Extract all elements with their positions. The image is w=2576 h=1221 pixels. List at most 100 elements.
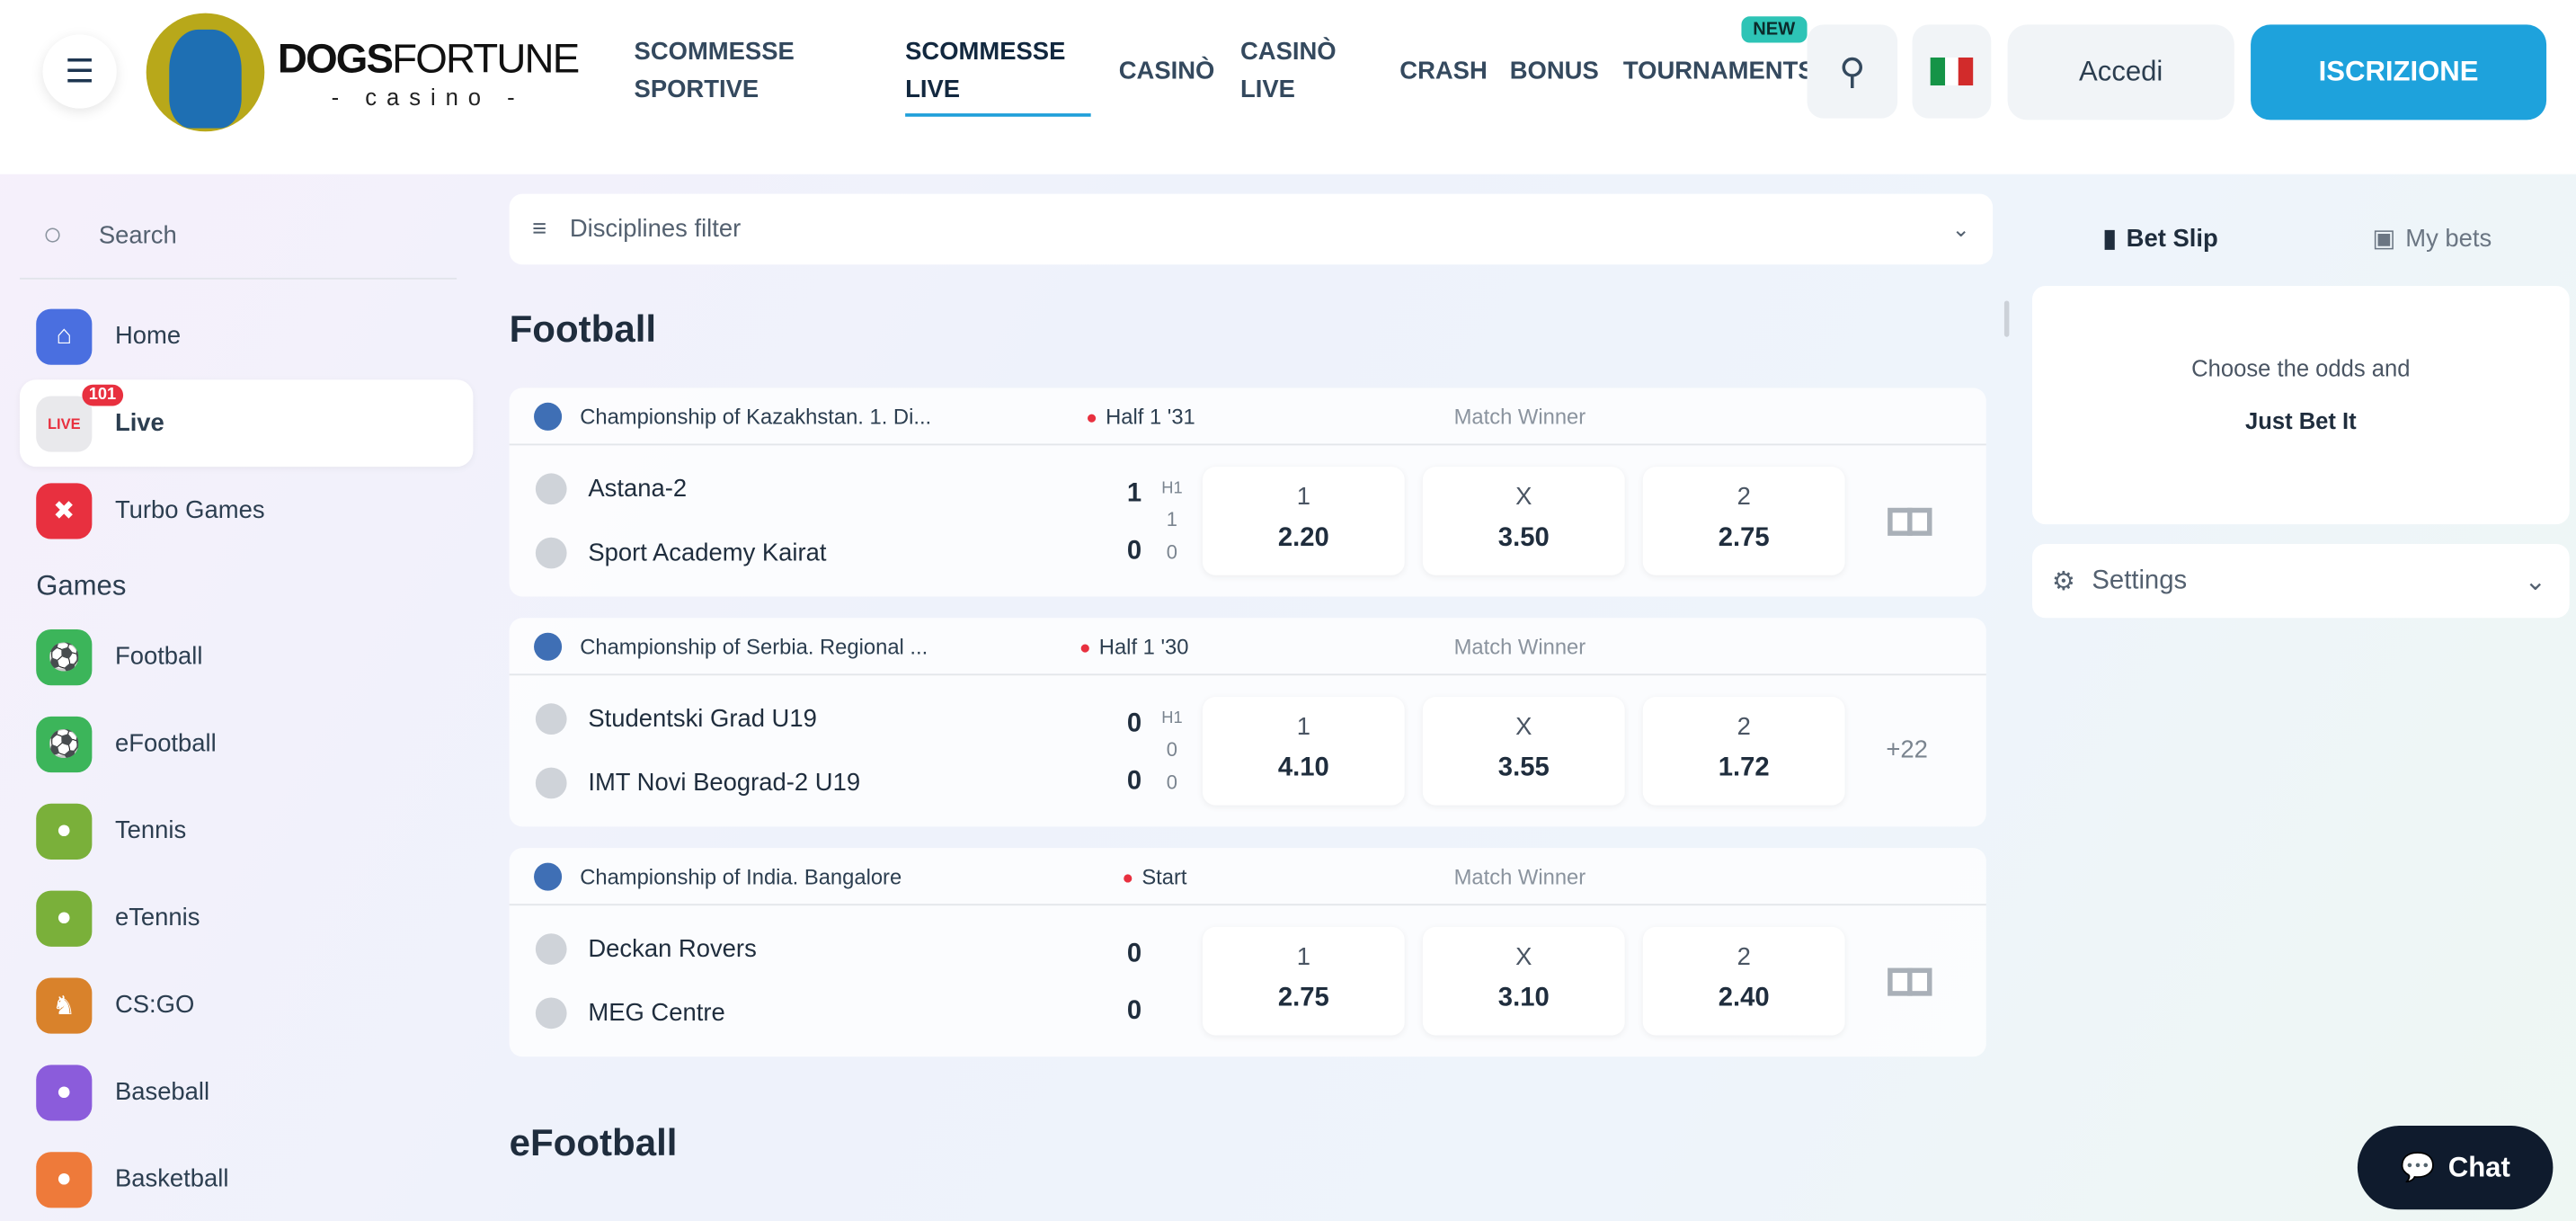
chat-button[interactable]: 💬 Chat xyxy=(2357,1126,2554,1210)
tennis-icon: ● xyxy=(36,802,93,860)
sidebar-item-label: eTennis xyxy=(114,904,200,932)
sidebar-item-label: eFootball xyxy=(114,729,217,758)
nav-tournaments[interactable]: TOURNAMENTS xyxy=(1623,52,1815,90)
sidebar-item-efootball[interactable]: ⚽ eFootball xyxy=(20,700,473,788)
league-logo-icon xyxy=(534,632,563,661)
settings-dropdown[interactable]: ⚙ Settings ⌄ xyxy=(2031,544,2570,619)
pitch-icon[interactable] xyxy=(1888,967,1932,996)
dog-logo-icon xyxy=(146,13,265,132)
sidebar-item-baseball[interactable]: ● Baseball xyxy=(20,1048,473,1136)
period-score-away: 0 xyxy=(1166,771,1177,794)
odds-button-x[interactable]: X 3.10 xyxy=(1422,926,1625,1036)
scrollbar[interactable] xyxy=(2003,300,2010,337)
score-home: 0 xyxy=(1126,709,1142,738)
filter-label: Disciplines filter xyxy=(569,215,742,244)
odds-button-1[interactable]: 1 2.20 xyxy=(1202,467,1405,575)
odds-button-2[interactable]: 2 1.72 xyxy=(1642,696,1845,806)
market-label: Match Winner xyxy=(1453,404,1586,430)
market-label: Match Winner xyxy=(1453,864,1586,889)
odds-button-2[interactable]: 2 2.75 xyxy=(1642,467,1845,575)
logo[interactable]: DOGSFORTUNE - casino - xyxy=(146,13,580,132)
odds-label: X xyxy=(1515,713,1532,742)
sidebar-item-label: Home xyxy=(114,322,182,351)
sidebar-item-label: Live xyxy=(114,409,164,438)
filter-icon: ≡ xyxy=(532,215,547,244)
hamburger-icon: ☰ xyxy=(65,54,95,91)
league-name[interactable]: Championship of Kazakhstan. 1. Di... xyxy=(580,404,932,430)
bet-slip-prompt: Choose the odds and xyxy=(2191,354,2411,382)
team-home: Studentski Grad U19 xyxy=(535,703,817,735)
gear-icon: ⚙ xyxy=(2051,567,2076,596)
sidebar-item-football[interactable]: ⚽ Football xyxy=(20,613,473,700)
nav-label: CASINÒ xyxy=(1239,38,1337,67)
tab-bet-slip[interactable]: ▮ Bet Slip xyxy=(2103,224,2218,253)
live-icon: LIVE xyxy=(36,395,93,451)
bet-slip-panel: Choose the odds and Just Bet It xyxy=(2031,286,2570,525)
odds-button-2[interactable]: 2 2.40 xyxy=(1642,926,1845,1036)
search-button[interactable]: ⚲ xyxy=(1807,24,1898,119)
odds-label: X xyxy=(1515,483,1532,512)
team-home: Astana-2 xyxy=(535,473,687,505)
league-name[interactable]: Championship of Serbia. Regional ... xyxy=(580,634,928,659)
team-name: Deckan Rovers xyxy=(588,935,757,964)
etennis-icon: ● xyxy=(36,889,93,946)
tab-my-bets[interactable]: ▣ My bets xyxy=(2372,224,2492,253)
odds-label: 2 xyxy=(1737,713,1751,742)
sidebar-item-live[interactable]: LIVE 101 Live xyxy=(19,379,474,468)
sidebar-item-turbo-games[interactable]: ✖ Turbo Games xyxy=(20,467,473,554)
odds-button-1[interactable]: 1 4.10 xyxy=(1202,696,1405,806)
nav-casino-live[interactable]: CASINÒ LIVE xyxy=(1240,33,1337,109)
match-status: Half 1 '30 xyxy=(1081,635,1189,659)
csgo-icon: ♞ xyxy=(36,976,93,1033)
team-away: Sport Academy Kairat xyxy=(535,537,827,569)
odds-value: 3.10 xyxy=(1497,984,1550,1012)
login-button[interactable]: Accedi xyxy=(2007,24,2234,120)
match-status: Half 1 '31 xyxy=(1088,405,1195,429)
nav-label: CRASH xyxy=(1399,57,1488,86)
nav-live[interactable]: SCOMMESSE LIVE xyxy=(905,33,1090,117)
team-away: MEG Centre xyxy=(535,997,725,1029)
register-button[interactable]: ISCRIZIONE xyxy=(2251,24,2547,120)
more-markets-button[interactable]: +22 xyxy=(1886,735,1928,764)
market-label: Match Winner xyxy=(1453,634,1586,659)
league-name[interactable]: Championship of India. Bangalore xyxy=(580,864,902,889)
sidebar: ○ Search ⌂ Home LIVE 101 Live ✖ Turbo Games G… xyxy=(19,194,474,1221)
odds-button-1[interactable]: 1 2.75 xyxy=(1202,926,1405,1036)
nav-bonus[interactable]: BONUS xyxy=(1510,52,1599,90)
odds-button-x[interactable]: X 3.55 xyxy=(1422,696,1625,806)
disciplines-filter[interactable]: ≡ Disciplines filter ⌄ xyxy=(509,193,1994,265)
nav-crash[interactable]: CRASH xyxy=(1399,52,1488,90)
menu-button[interactable]: ☰ xyxy=(42,34,117,109)
team-home: Deckan Rovers xyxy=(535,933,757,965)
sidebar-search[interactable]: ○ Search xyxy=(19,194,457,280)
bet-slip-cta: Just Bet It xyxy=(2244,407,2357,434)
chat-label: Chat xyxy=(2447,1151,2510,1183)
chevron-down-icon: ⌄ xyxy=(1951,216,1970,241)
pitch-icon[interactable] xyxy=(1888,507,1932,536)
section-heading-efootball: eFootball xyxy=(509,1120,678,1164)
odds-value: 1.72 xyxy=(1718,753,1770,783)
nav-label: LIVE xyxy=(1239,76,1295,104)
sidebar-item-basketball[interactable]: ● Basketball xyxy=(20,1136,473,1221)
sidebar-item-etennis[interactable]: ● eTennis xyxy=(20,874,473,961)
period-score-home: 0 xyxy=(1166,737,1177,762)
brand-sub: - casino - xyxy=(331,83,525,110)
odds-value: 2.20 xyxy=(1277,524,1329,553)
language-button[interactable] xyxy=(1912,24,1992,119)
team-away: IMT Novi Beograd-2 U19 xyxy=(535,767,860,799)
sidebar-item-tennis[interactable]: ● Tennis xyxy=(20,788,473,875)
sidebar-item-csgo[interactable]: ♞ CS:GO xyxy=(20,961,473,1048)
nav-label: SPORTIVE xyxy=(634,76,759,104)
header: ☰ DOGSFORTUNE - casino - SCOMMESSE SPORTIV… xyxy=(0,0,2576,174)
nav-casino[interactable]: CASINÒ xyxy=(1119,52,1215,90)
team-logo-icon xyxy=(535,767,567,799)
nav-sport[interactable]: SCOMMESSE SPORTIVE xyxy=(635,33,795,109)
odds-button-x[interactable]: X 3.50 xyxy=(1422,467,1625,575)
match-header: Championship of India. Bangalore Start M… xyxy=(509,848,1986,906)
sidebar-item-home[interactable]: ⌂ Home xyxy=(20,292,473,379)
team-logo-icon xyxy=(535,537,567,569)
settings-label: Settings xyxy=(2092,566,2188,594)
team-logo-icon xyxy=(535,933,567,965)
italy-flag-icon xyxy=(1930,57,1974,86)
